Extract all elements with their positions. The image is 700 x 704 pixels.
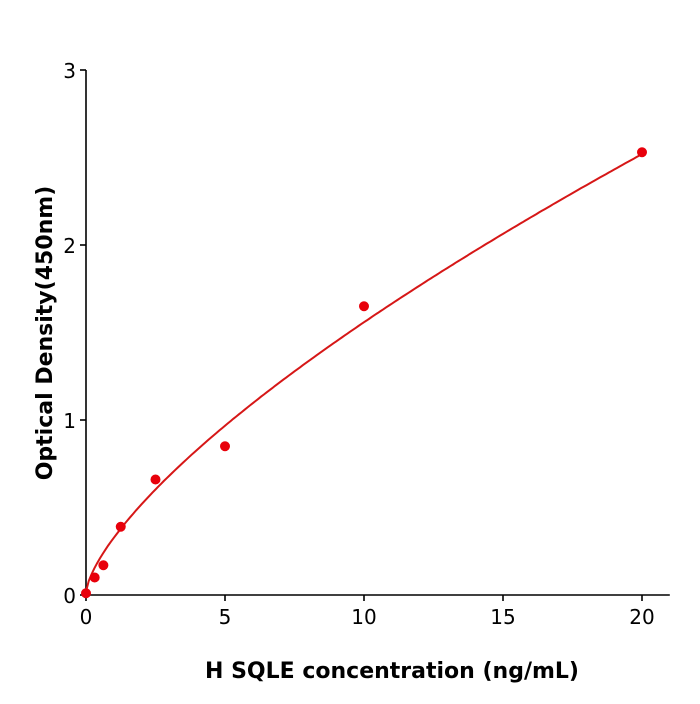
x-tick-label: 20 [629,605,654,629]
x-tick-label: 0 [80,605,93,629]
x-tick-label: 10 [351,605,376,629]
y-tick-label: 2 [63,234,76,258]
data-points-layer [81,147,647,599]
data-point [220,441,230,452]
data-point [150,474,161,485]
y-axis-label: Optical Density(450nm) [33,186,58,481]
y-tick-label: 3 [63,59,76,83]
axes: 0 5 10 15 20 0 1 2 3 [63,59,670,629]
y-tick-label: 0 [63,584,76,608]
data-point [98,560,109,571]
fit-curve-line [85,153,643,592]
data-point [89,572,100,583]
x-tick-label: 5 [219,605,232,629]
x-axis-label: H SQLE concentration (ng/mL) [205,659,579,684]
data-point [81,588,91,599]
x-tick-label: 15 [490,605,515,629]
data-point [359,301,369,312]
y-tick-label: 1 [63,409,76,433]
fit-curve-layer [85,153,643,592]
data-point [115,521,126,532]
data-point [637,147,647,158]
